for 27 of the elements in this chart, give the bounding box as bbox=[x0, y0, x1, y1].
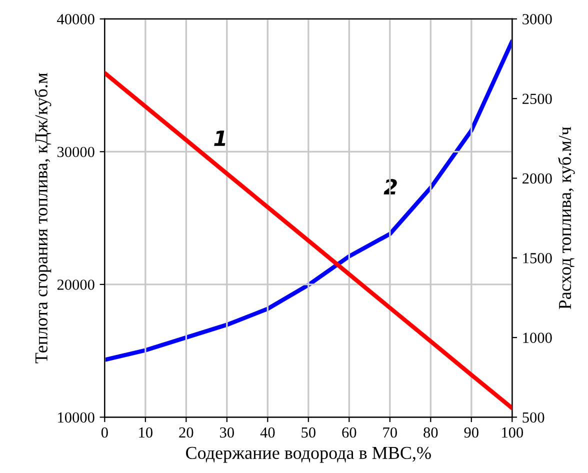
y2-tick-label: 2000 bbox=[522, 173, 552, 184]
y-tick-label: 30000 bbox=[57, 146, 94, 158]
y-tick-label: 20000 bbox=[57, 280, 94, 290]
y2-tick-label: 1500 bbox=[523, 253, 552, 264]
x-tick-label: 50 bbox=[302, 427, 316, 438]
x-tick-label: 70 bbox=[383, 427, 397, 438]
y2-tick-label: 3000 bbox=[522, 14, 552, 24]
y-tick-label: 40000 bbox=[57, 14, 94, 24]
y2-tick-label: 500 bbox=[522, 412, 544, 423]
line-series bbox=[104, 70, 512, 410]
x-tick-label: 90 bbox=[464, 427, 478, 438]
annotation: 1 bbox=[214, 130, 226, 146]
y2-axis-title: Расход топлива, куб.м/ч bbox=[558, 126, 575, 310]
x-tick-label: 100 bbox=[502, 427, 524, 438]
x-tick-label: 0 bbox=[101, 427, 108, 438]
y-tick-label: 10000 bbox=[58, 412, 94, 423]
x-tick-label: 40 bbox=[260, 427, 275, 438]
x-tick-label: 30 bbox=[220, 427, 234, 438]
x-tick-label: 10 bbox=[139, 427, 152, 438]
x-tick-label: 60 bbox=[342, 427, 356, 438]
y2-tick-label: 2500 bbox=[522, 94, 552, 104]
x-axis-title: Содержание водорода в МВС,% bbox=[186, 446, 431, 463]
line-series bbox=[104, 39, 512, 362]
x-tick-label: 20 bbox=[179, 427, 194, 438]
y-axis-title: Теплота сгорания топлива, кДж/куб.м bbox=[34, 72, 52, 364]
y2-tick-label: 1000 bbox=[523, 332, 552, 343]
x-tick-label: 80 bbox=[424, 427, 438, 438]
